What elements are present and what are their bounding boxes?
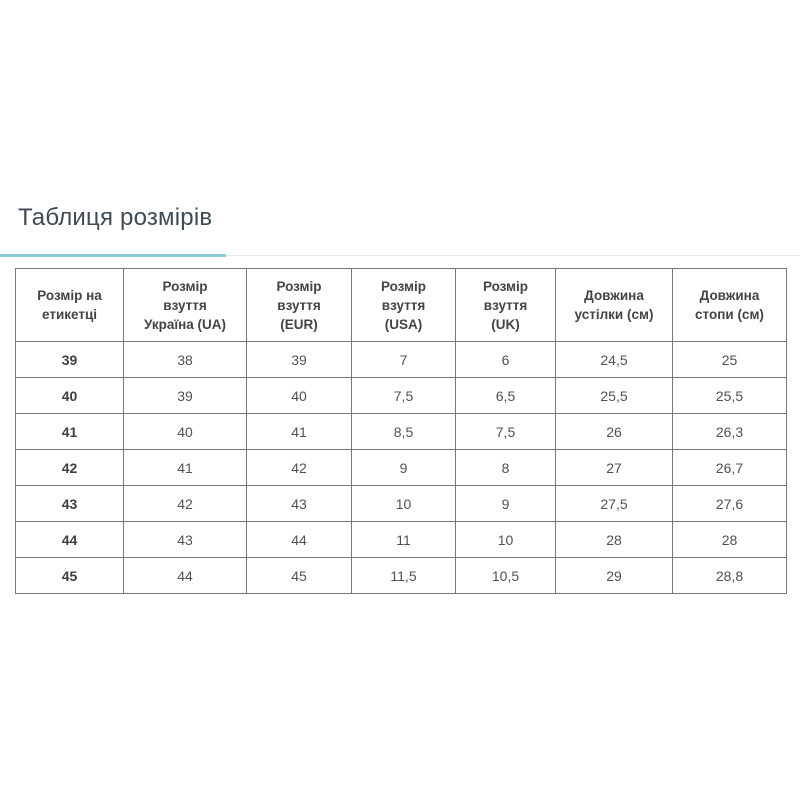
size-value-cell: 29 [555, 557, 673, 594]
table-row: 43 42 43 10 9 27,5 27,6 [15, 485, 787, 522]
size-value-cell: 41 [246, 413, 352, 450]
size-value-cell: 38 [123, 341, 247, 378]
size-value-cell: 9 [351, 449, 456, 486]
size-value-cell: 41 [123, 449, 247, 486]
size-value-cell: 27,6 [672, 485, 787, 522]
size-value-cell: 10 [455, 521, 556, 558]
size-value-cell: 28 [672, 521, 787, 558]
size-value-cell: 43 [123, 521, 247, 558]
size-value-cell: 26,7 [672, 449, 787, 486]
size-value-cell: 25,5 [672, 377, 787, 414]
column-header-usa-size: Розмір взуття (USA) [351, 268, 456, 342]
column-header-foot-length: Довжина стопи (см) [672, 268, 787, 342]
column-header-insole-length: Довжина устілки (см) [555, 268, 673, 342]
size-value-cell: 27 [555, 449, 673, 486]
size-value-cell: 6,5 [455, 377, 556, 414]
table-row: 44 43 44 11 10 28 28 [15, 521, 787, 558]
size-value-cell: 26,3 [672, 413, 787, 450]
size-value-cell: 7,5 [351, 377, 456, 414]
size-value-cell: 42 [123, 485, 247, 522]
column-header-uk-size: Розмір взуття (UK) [455, 268, 556, 342]
active-tab-indicator [0, 254, 226, 257]
size-value-cell: 25,5 [555, 377, 673, 414]
size-value-cell: 24,5 [555, 341, 673, 378]
table-row: 41 40 41 8,5 7,5 26 26,3 [15, 413, 787, 450]
size-value-cell: 8,5 [351, 413, 456, 450]
table-row: 40 39 40 7,5 6,5 25,5 25,5 [15, 377, 787, 414]
size-value-cell: 44 [123, 557, 247, 594]
column-header-ua-size: Розмір взуття Україна (UA) [123, 268, 247, 342]
row-label-cell: 43 [15, 485, 124, 522]
size-value-cell: 11 [351, 521, 456, 558]
row-label-cell: 41 [15, 413, 124, 450]
size-value-cell: 42 [246, 449, 352, 486]
size-value-cell: 28 [555, 521, 673, 558]
size-value-cell: 10,5 [455, 557, 556, 594]
row-label-cell: 40 [15, 377, 124, 414]
table-row: 42 41 42 9 8 27 26,7 [15, 449, 787, 486]
table-row: 45 44 45 11,5 10,5 29 28,8 [15, 557, 787, 594]
size-value-cell: 11,5 [351, 557, 456, 594]
row-label-cell: 42 [15, 449, 124, 486]
size-value-cell: 45 [246, 557, 352, 594]
size-table: Розмір на етикетці Розмір взуття Україна… [15, 268, 787, 594]
row-label-cell: 44 [15, 521, 124, 558]
size-value-cell: 39 [246, 341, 352, 378]
size-value-cell: 6 [455, 341, 556, 378]
size-value-cell: 26 [555, 413, 673, 450]
size-value-cell: 10 [351, 485, 456, 522]
size-value-cell: 43 [246, 485, 352, 522]
header-row: Розмір на етикетці Розмір взуття Україна… [15, 268, 787, 342]
size-value-cell: 39 [123, 377, 247, 414]
size-value-cell: 40 [123, 413, 247, 450]
size-table-body: 39 38 39 7 6 24,5 25 40 39 40 7,5 6,5 25,5 25,5 41 40 41… [15, 341, 787, 594]
size-table-container: Розмір на етикетці Розмір взуття Україна… [15, 268, 787, 594]
row-label-cell: 45 [15, 557, 124, 594]
size-value-cell: 44 [246, 521, 352, 558]
size-value-cell: 7,5 [455, 413, 556, 450]
column-header-label-size: Розмір на етикетці [15, 268, 124, 342]
size-table-tab[interactable]: Таблиця розмірів [18, 204, 213, 231]
size-value-cell: 8 [455, 449, 556, 486]
tab-divider-line [0, 255, 800, 256]
size-value-cell: 7 [351, 341, 456, 378]
size-value-cell: 9 [455, 485, 556, 522]
column-header-eur-size: Розмір взуття (EUR) [246, 268, 352, 342]
size-value-cell: 28,8 [672, 557, 787, 594]
row-label-cell: 39 [15, 341, 124, 378]
size-value-cell: 40 [246, 377, 352, 414]
size-value-cell: 27,5 [555, 485, 673, 522]
table-row: 39 38 39 7 6 24,5 25 [15, 341, 787, 378]
size-value-cell: 25 [672, 341, 787, 378]
